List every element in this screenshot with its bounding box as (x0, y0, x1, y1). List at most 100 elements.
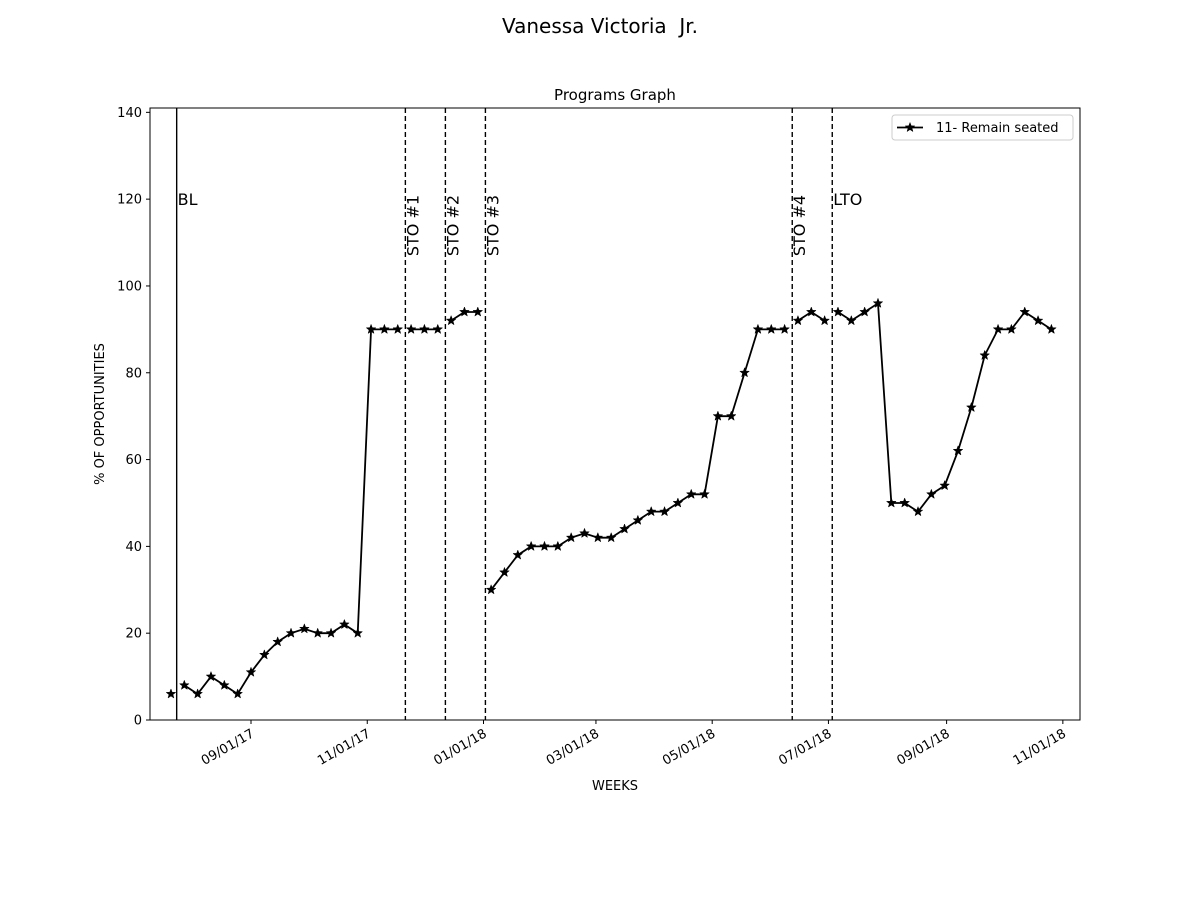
y-tick-label: 60 (125, 453, 142, 468)
legend: 11- Remain seated (891, 114, 1074, 141)
data-point (925, 488, 937, 499)
data-point (565, 531, 577, 543)
data-point (205, 670, 217, 682)
phase-label: STO #1 (403, 195, 422, 256)
data-point (192, 688, 204, 699)
data-point (672, 497, 684, 508)
legend-box (891, 114, 1074, 141)
data-point (418, 323, 430, 334)
y-tick-label: 40 (125, 540, 142, 555)
x-tick-label: 07/01/18 (776, 726, 834, 768)
x-axis: 09/01/17 11/01/17 01/01/18 03/01/18 05/01/18… (199, 720, 1069, 769)
data-point (792, 314, 804, 326)
data-point (899, 497, 911, 508)
data-point (178, 679, 190, 690)
data-point (752, 323, 764, 334)
data-point (872, 297, 884, 308)
data-point (285, 627, 297, 638)
data-point (832, 306, 844, 317)
y-tick-label: 0 (134, 714, 142, 729)
data-point (459, 306, 470, 317)
data-point (979, 349, 991, 361)
y-tick-label: 20 (125, 627, 142, 642)
data-point (472, 306, 484, 317)
y-tick-label: 100 (117, 279, 142, 294)
data-point (805, 306, 817, 317)
data-point (405, 323, 417, 334)
data-point (232, 688, 244, 699)
data-point (165, 688, 177, 699)
data-point (645, 505, 657, 517)
data-point (485, 584, 497, 595)
x-tick-label: 11/01/17 (315, 726, 373, 768)
data-point (512, 549, 524, 560)
data-point (432, 323, 444, 334)
y-tick-label: 120 (117, 193, 142, 208)
data-point (685, 488, 697, 499)
x-tick-label: 05/01/18 (660, 726, 718, 768)
data-point (272, 636, 284, 647)
data-point (1032, 314, 1044, 326)
y-tick-label: 140 (117, 106, 142, 121)
data-point (939, 479, 951, 491)
data-point (218, 679, 230, 690)
x-tick-label: 09/01/18 (895, 726, 953, 768)
phase-label: LTO (833, 190, 862, 209)
series-line (183, 328, 398, 695)
data-point (1045, 323, 1057, 334)
phase-label: STO #4 (790, 195, 809, 256)
data-point (659, 505, 670, 517)
phase-label: STO #3 (483, 195, 502, 256)
data-point (445, 314, 457, 326)
plot-area: BL STO #1 STO #2 STO #3 STO #4 LTO (165, 108, 1057, 720)
data-point (912, 505, 924, 517)
data-point (885, 497, 897, 508)
data-point (525, 540, 537, 552)
data-point (499, 566, 510, 578)
x-axis-label: WEEKS (592, 779, 638, 794)
data-point (338, 618, 350, 630)
x-tick-label: 01/01/18 (431, 726, 489, 768)
data-point (352, 627, 364, 638)
data-point (312, 627, 324, 638)
legend-label: 11- Remain seated (936, 121, 1059, 136)
data-point (298, 623, 310, 634)
data-point (365, 323, 377, 334)
data-point (819, 314, 831, 326)
data-point (845, 314, 857, 326)
data-point (765, 323, 777, 334)
data-point (245, 666, 257, 677)
data-point (552, 540, 564, 552)
data-point (1005, 323, 1017, 334)
data-point (579, 527, 590, 538)
data-point (859, 306, 871, 317)
phase-label: STO #2 (443, 195, 462, 256)
data-point (632, 514, 644, 525)
data-point (699, 488, 710, 499)
legend-marker (904, 121, 916, 133)
y-axis-label: % OF OPPORTUNITIES (93, 343, 108, 485)
data-point (725, 410, 737, 421)
chart-title: Programs Graph (554, 86, 676, 104)
data-point (378, 323, 390, 334)
data-point (392, 323, 404, 334)
x-tick-label: 09/01/17 (199, 726, 257, 768)
figure-title: Vanessa Victoria Jr. (501, 14, 699, 38)
data-point (779, 323, 791, 334)
data-point (592, 531, 604, 543)
data-point (965, 401, 977, 413)
x-tick-label: 11/01/18 (1011, 726, 1069, 768)
data-point (992, 323, 1004, 334)
y-tick-label: 80 (125, 366, 142, 381)
y-axis: 0 20 40 60 80 100 120 140 (117, 106, 150, 729)
data-point (325, 627, 337, 638)
series-line (490, 328, 785, 591)
plot-frame (149, 107, 1081, 721)
data-point (258, 649, 270, 660)
data-point (605, 531, 617, 543)
data-point (739, 367, 751, 378)
data-point (539, 540, 550, 552)
x-tick-label: 03/01/18 (544, 726, 602, 768)
data-point (619, 523, 630, 534)
